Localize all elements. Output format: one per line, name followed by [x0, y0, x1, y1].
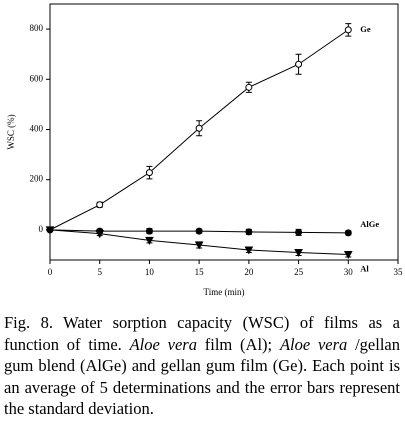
x-tick-label: 15: [195, 267, 205, 277]
x-tick-label: 25: [294, 267, 304, 277]
plot-frame: [49, 3, 399, 261]
caption-text: film (Al);: [196, 334, 280, 354]
data-point: [195, 227, 203, 235]
x-tick-label: 20: [244, 267, 254, 277]
y-axis-label: WSC (%): [6, 114, 16, 149]
data-point: [295, 228, 303, 236]
series-label: Al: [360, 263, 369, 273]
y-tick-label: 0: [39, 224, 44, 234]
data-point: [45, 226, 55, 235]
data-point: [295, 60, 303, 68]
data-point: [195, 124, 203, 132]
data-point: [294, 248, 303, 258]
data-point: [245, 228, 253, 236]
data-point: [344, 229, 352, 237]
series-label: Ge: [360, 24, 371, 34]
x-tick-label: 30: [344, 267, 354, 277]
data-point: [145, 227, 153, 235]
x-tick-label: 10: [145, 267, 155, 277]
caption-text: Fig. 8. Water sorption capacity (WSC) of…: [4, 313, 400, 354]
y-tick-label: 600: [30, 73, 44, 83]
data-point: [194, 241, 204, 250]
data-point: [245, 83, 253, 91]
data-point: [145, 236, 154, 245]
caption-text: Aloe vera: [279, 334, 348, 354]
data-point: [96, 201, 104, 209]
x-tick-label: 0: [48, 267, 53, 277]
y-tick-label: 200: [30, 174, 44, 184]
caption-text: Aloe vera: [129, 334, 197, 354]
figure-caption: Fig. 8. Water sorption capacity (WSC) of…: [4, 312, 400, 420]
caption-text: /gellan gum blend (AlGe) and gellan gum …: [4, 334, 400, 419]
series-label: AlGe: [360, 219, 379, 229]
data-point: [145, 169, 153, 177]
data-point: [343, 250, 353, 260]
y-tick-label: 800: [30, 23, 44, 33]
x-axis-label: Time (min): [204, 287, 245, 297]
y-tick-label: 400: [30, 124, 44, 134]
data-point: [344, 26, 352, 34]
chart: Time (min) WSC (%) 0 5 10 15 20 25 30 35 0 200 400…: [6, 3, 404, 297]
data-point: [95, 230, 105, 239]
x-tick-label: 35: [394, 267, 404, 277]
x-tick-label: 5: [97, 267, 102, 277]
data-point: [244, 246, 254, 255]
